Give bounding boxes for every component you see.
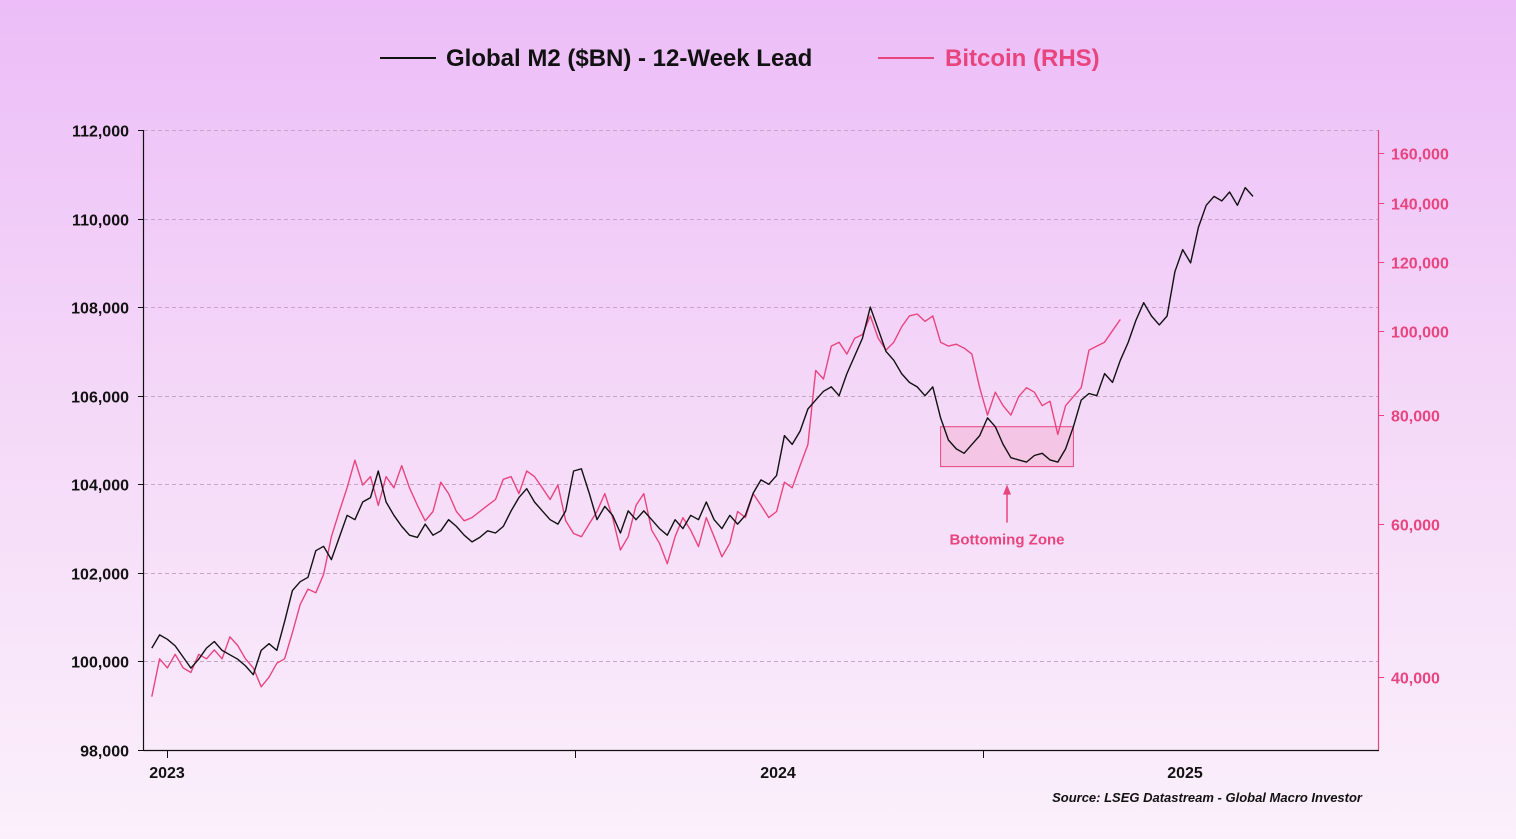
right-tick-label: 40,000 — [1391, 671, 1440, 688]
left-tick-label: 104,000 — [71, 478, 129, 495]
global-m2-series-line — [151, 186, 1254, 676]
right-tick-label: 120,000 — [1391, 256, 1449, 273]
bottoming-zone-label: Bottoming Zone — [950, 532, 1065, 549]
right-tick-label: 100,000 — [1391, 325, 1449, 342]
chart-legend: Global M2 ($BN) - 12-Week Lead Bitcoin (… — [380, 45, 1100, 72]
left-tick-label: 110,000 — [72, 213, 129, 230]
x-tick-label: 2025 — [1167, 765, 1203, 782]
left-tick-label: 106,000 — [71, 390, 129, 407]
right-tick-label: 60,000 — [1391, 518, 1440, 535]
x-axis-ticks: 2023 2024 2025 — [149, 750, 1203, 782]
right-tick-label: 80,000 — [1391, 409, 1440, 426]
left-tick-label: 112,000 — [72, 124, 129, 141]
left-tick-label: 102,000 — [71, 567, 129, 584]
bottoming-zone-arrowhead — [1003, 484, 1012, 495]
bitcoin-series-line — [151, 313, 1121, 697]
source-note: Source: LSEG Datastream - Global Macro I… — [1052, 790, 1363, 805]
legend-m2-label: Global M2 ($BN) - 12-Week Lead — [446, 45, 812, 72]
gridlines — [144, 130, 1378, 662]
left-tick-label: 98,000 — [80, 744, 129, 761]
left-tick-label: 108,000 — [71, 301, 129, 318]
x-tick-label: 2024 — [760, 765, 796, 782]
legend-btc-label: Bitcoin (RHS) — [945, 45, 1100, 72]
right-tick-label: 160,000 — [1391, 147, 1449, 164]
right-axis-ticks: 40,000 60,000 80,000 100,000 120,000 140,000 1… — [1378, 147, 1449, 688]
left-axis-ticks: 98,000 100,000 102,000 104,000 106,000 108,00… — [71, 124, 144, 761]
left-tick-label: 100,000 — [71, 655, 129, 672]
x-tick-label: 2023 — [149, 765, 185, 782]
right-tick-label: 140,000 — [1391, 197, 1449, 214]
